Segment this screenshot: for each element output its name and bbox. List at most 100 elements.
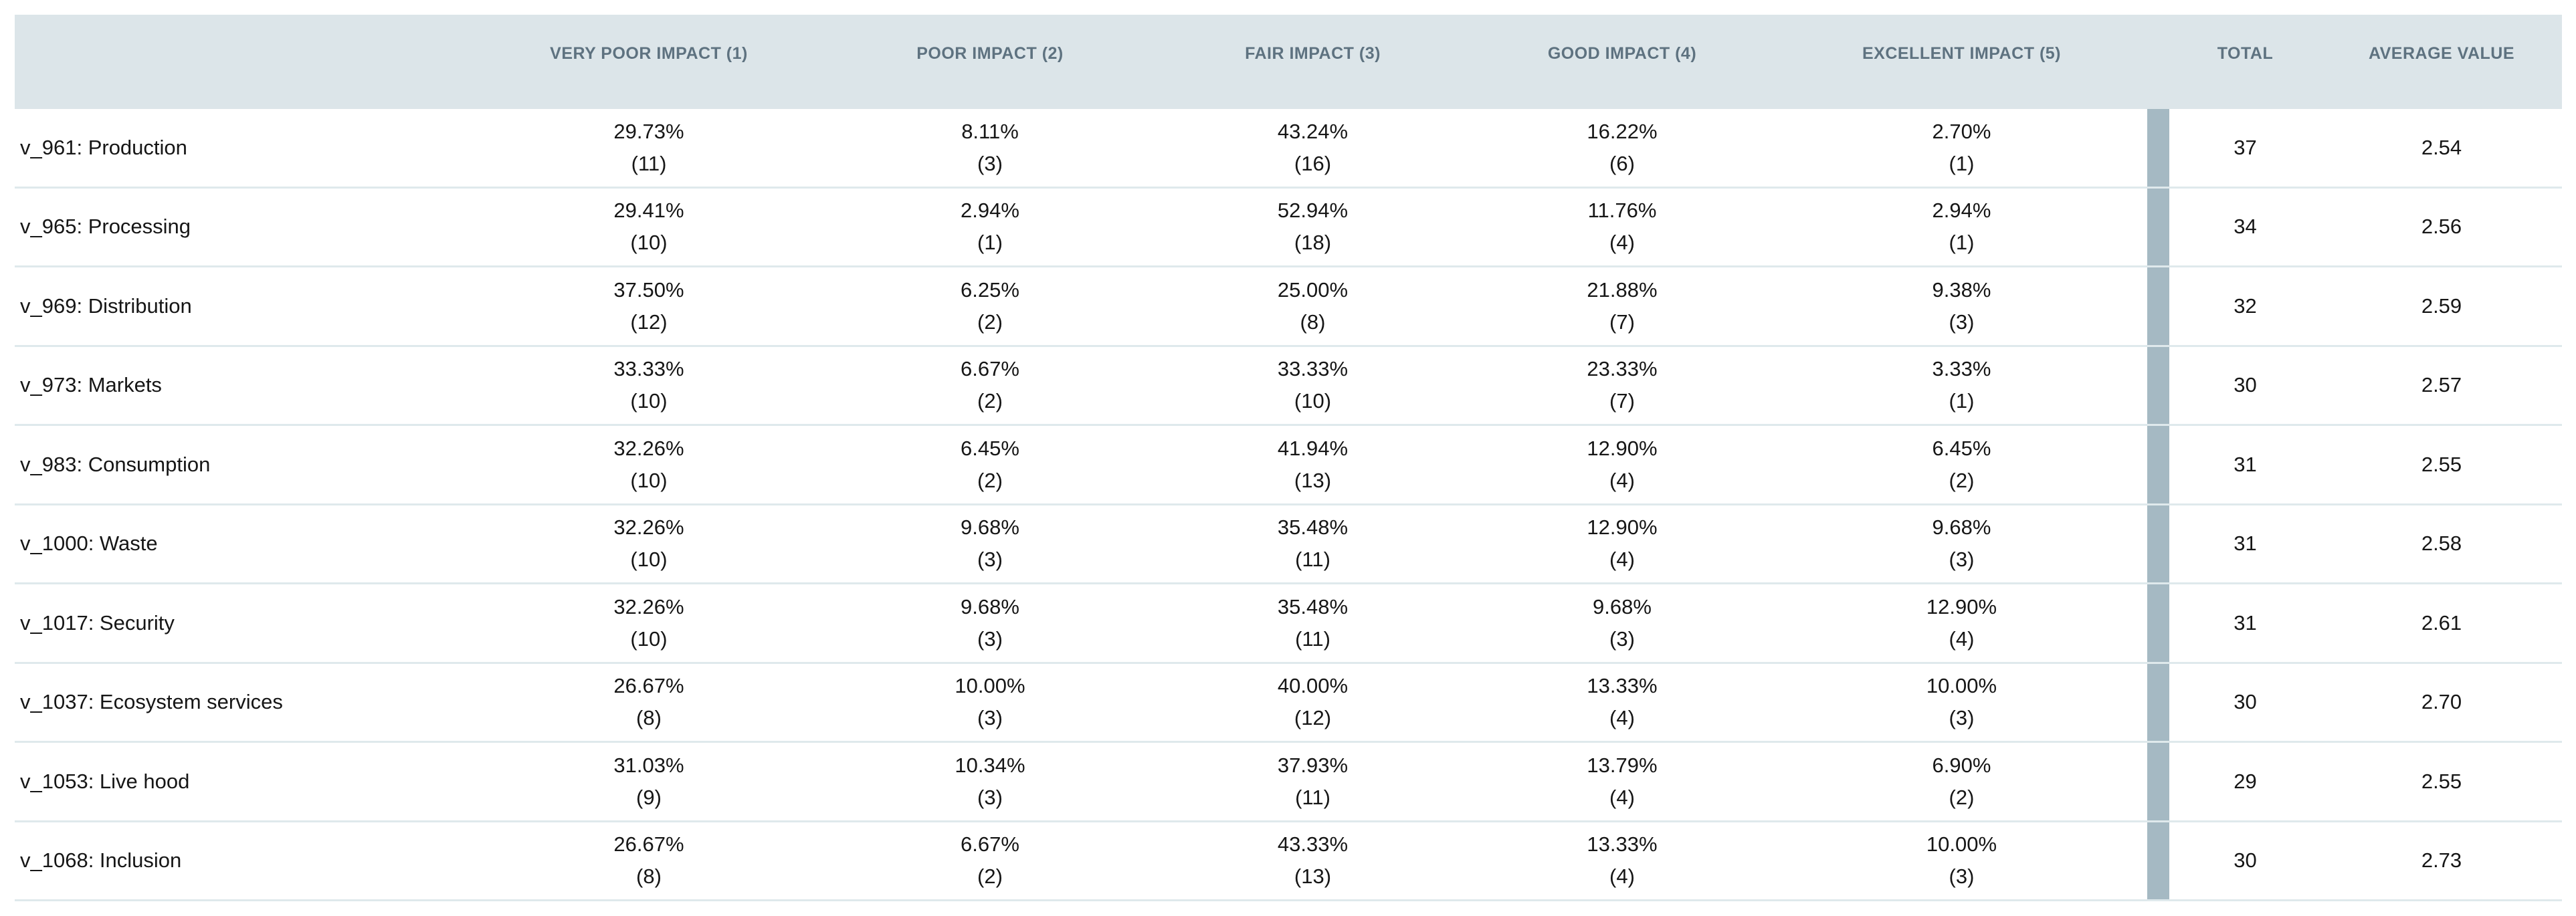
impact-cell: 29.41% (10): [475, 189, 823, 266]
impact-count: (2): [977, 310, 1003, 334]
impact-cell: 32.26% (10): [475, 584, 823, 662]
impact-cell: 43.33% (13): [1157, 822, 1468, 900]
impact-count: (4): [1949, 626, 1975, 651]
impact-summary-table: VERY POOR IMPACT (1) POOR IMPACT (2) FAI…: [15, 15, 2562, 901]
impact-cell: 9.68% (3): [823, 505, 1157, 583]
impact-count: (2): [977, 389, 1003, 413]
impact-percent: 6.45%: [961, 436, 1019, 460]
row-separator-bar: [2147, 109, 2169, 187]
impact-count: (13): [1294, 865, 1332, 889]
impact-cell: 52.94% (18): [1157, 189, 1468, 266]
impact-percent: 40.00%: [1277, 674, 1349, 698]
impact-cell: 12.90% (4): [1776, 584, 2147, 662]
impact-percent: 10.00%: [1926, 674, 1997, 698]
impact-cell: 29.73% (11): [475, 109, 823, 187]
average-value: 2.73: [2421, 848, 2462, 873]
impact-percent: 2.70%: [1932, 119, 1991, 143]
impact-percent: 9.68%: [961, 594, 1019, 618]
impact-cell: 12.90% (4): [1468, 505, 1776, 583]
impact-count: (13): [1294, 468, 1332, 492]
impact-cell: 2.94% (1): [1776, 189, 2147, 266]
impact-count: (6): [1609, 151, 1635, 175]
average-value: 2.54: [2421, 135, 2462, 159]
impact-count: (11): [631, 151, 667, 175]
impact-cell: 2.94% (1): [823, 189, 1157, 266]
row-separator-bar: [2147, 426, 2169, 503]
impact-percent: 23.33%: [1587, 357, 1658, 381]
total-value: 31: [2234, 532, 2257, 556]
impact-count: (3): [1949, 310, 1975, 334]
impact-percent: 32.26%: [613, 594, 684, 618]
row-label: v_1068: Inclusion: [20, 848, 182, 873]
impact-cell: 9.68% (3): [1776, 505, 2147, 583]
impact-cell: 35.48% (11): [1157, 505, 1468, 583]
impact-percent: 11.76%: [1587, 199, 1657, 223]
impact-count: (11): [1295, 785, 1330, 809]
impact-count: (3): [1609, 626, 1635, 651]
impact-percent: 35.48%: [1277, 594, 1349, 618]
impact-cell: 6.67% (2): [823, 822, 1157, 900]
impact-count: (9): [636, 785, 662, 809]
impact-cell: 33.33% (10): [1157, 347, 1468, 425]
impact-count: (1): [1949, 231, 1975, 255]
column-header-row-label-spacer: [15, 15, 475, 109]
impact-count: (3): [1949, 706, 1975, 730]
impact-count: (2): [1949, 468, 1975, 492]
impact-cell: 9.68% (3): [1468, 584, 1776, 662]
impact-count: (12): [630, 310, 668, 334]
table-row: v_1017: Security 32.26% (10) 9.68% (3) 35.48%…: [15, 584, 2562, 664]
table-body: v_961: Production 29.73% (11) 8.11% (3) 43.24…: [15, 109, 2562, 901]
impact-cell: 3.33% (1): [1776, 347, 2147, 425]
impact-count: (4): [1609, 865, 1635, 889]
column-header-total: TOTAL: [2217, 44, 2274, 63]
total-value: 30: [2234, 848, 2257, 873]
impact-percent: 6.67%: [961, 832, 1019, 856]
impact-cell: 13.33% (4): [1468, 664, 1776, 741]
impact-percent: 35.48%: [1277, 516, 1349, 540]
column-header-bar-spacer: [2147, 15, 2169, 109]
impact-count: (10): [630, 468, 668, 492]
row-label: v_973: Markets: [20, 373, 162, 397]
impact-cell: 6.25% (2): [823, 267, 1157, 345]
impact-count: (3): [1949, 865, 1975, 889]
impact-percent: 26.67%: [613, 832, 684, 856]
impact-percent: 10.00%: [1926, 832, 1997, 856]
impact-percent: 13.79%: [1587, 753, 1658, 777]
impact-percent: 16.22%: [1587, 119, 1658, 143]
impact-count: (12): [1294, 706, 1332, 730]
table-row: v_1037: Ecosystem services 26.67% (8) 10.00…: [15, 663, 2562, 743]
impact-cell: 9.38% (3): [1776, 267, 2147, 345]
impact-percent: 6.67%: [961, 357, 1019, 381]
impact-percent: 37.93%: [1277, 753, 1349, 777]
column-header-fair-impact: FAIR IMPACT (3): [1245, 44, 1381, 63]
impact-count: (3): [977, 548, 1003, 572]
impact-percent: 6.90%: [1932, 753, 1991, 777]
row-label: v_1000: Waste: [20, 532, 158, 556]
impact-count: (8): [636, 865, 662, 889]
impact-cell: 23.33% (7): [1468, 347, 1776, 425]
row-label: v_1037: Ecosystem services: [20, 690, 283, 714]
impact-percent: 41.94%: [1277, 436, 1349, 460]
impact-cell: 32.26% (10): [475, 426, 823, 503]
row-separator-bar: [2147, 505, 2169, 582]
impact-count: (4): [1609, 785, 1635, 809]
impact-cell: 6.45% (2): [823, 426, 1157, 503]
impact-percent: 9.68%: [1932, 516, 1991, 540]
impact-count: (7): [1609, 310, 1635, 334]
impact-count: (2): [977, 468, 1003, 492]
average-value: 2.55: [2421, 452, 2462, 476]
impact-percent: 12.90%: [1587, 516, 1658, 540]
impact-count: (11): [1295, 626, 1330, 651]
impact-count: (10): [1294, 389, 1332, 413]
total-value: 30: [2234, 690, 2257, 714]
impact-percent: 10.34%: [955, 753, 1025, 777]
average-value: 2.58: [2421, 532, 2462, 556]
impact-cell: 37.93% (11): [1157, 743, 1468, 820]
impact-percent: 9.68%: [1593, 594, 1652, 618]
impact-cell: 13.79% (4): [1468, 743, 1776, 820]
impact-count: (10): [630, 389, 668, 413]
row-label: v_961: Production: [20, 135, 187, 159]
impact-cell: 2.70% (1): [1776, 109, 2147, 187]
average-value: 2.55: [2421, 769, 2462, 793]
row-label: v_983: Consumption: [20, 452, 211, 476]
